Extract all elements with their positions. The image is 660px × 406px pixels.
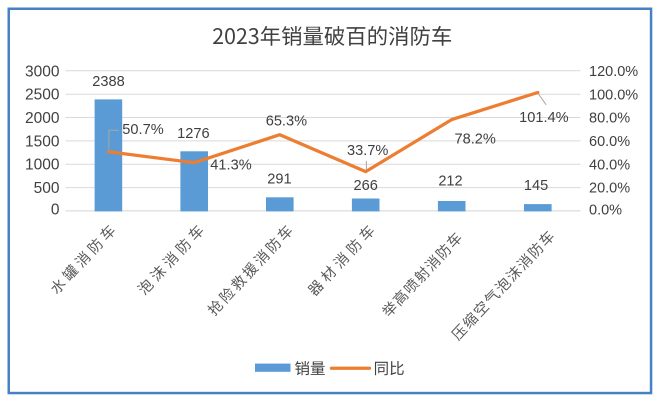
svg-text:1000: 1000 [25,157,60,174]
svg-text:80.0%: 80.0% [589,111,630,127]
svg-text:2388: 2388 [92,74,124,90]
svg-text:1500: 1500 [25,133,60,150]
svg-text:212: 212 [438,174,462,190]
svg-text:145: 145 [524,178,548,194]
svg-text:50.7%: 50.7% [122,122,163,138]
svg-text:2500: 2500 [25,87,60,104]
svg-text:120.0%: 120.0% [589,64,638,80]
svg-text:100.0%: 100.0% [589,87,638,103]
svg-text:266: 266 [354,178,378,194]
svg-text:65.3%: 65.3% [266,114,307,130]
svg-text:1276: 1276 [177,126,209,142]
svg-text:0: 0 [51,202,60,219]
svg-text:33.7%: 33.7% [347,143,388,159]
svg-text:40.0%: 40.0% [589,157,630,173]
svg-text:0.0%: 0.0% [589,202,622,218]
svg-text:60.0%: 60.0% [589,134,630,150]
svg-text:78.2%: 78.2% [455,131,496,147]
svg-text:500: 500 [34,180,60,197]
svg-text:3000: 3000 [25,63,60,80]
svg-text:101.4%: 101.4% [519,110,569,126]
svg-text:2000: 2000 [25,110,60,127]
svg-text:20.0%: 20.0% [589,181,630,197]
svg-text:41.3%: 41.3% [210,158,251,174]
svg-text:291: 291 [267,172,291,188]
